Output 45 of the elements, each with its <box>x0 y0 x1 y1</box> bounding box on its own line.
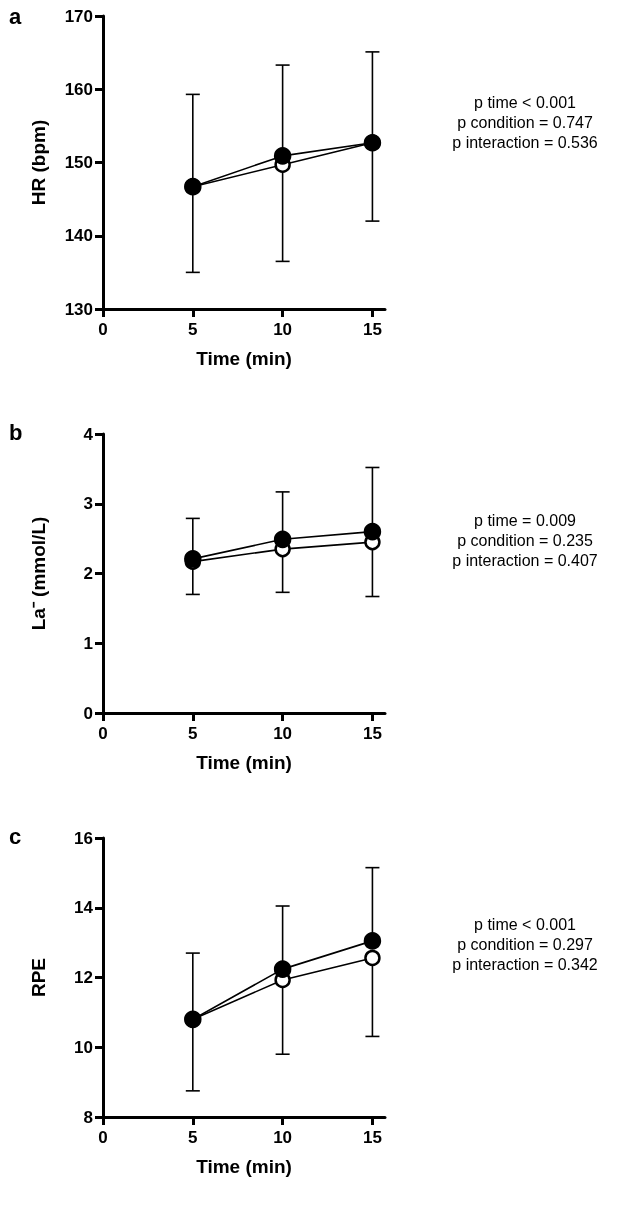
x-tick-label: 15 <box>362 724 382 743</box>
y-tick-label: 2 <box>83 564 93 583</box>
y-tick-label: 160 <box>64 79 93 99</box>
chart-title: c <box>9 823 22 849</box>
text: p interaction = 0.342 <box>452 955 598 973</box>
chart-title: b <box>9 419 23 445</box>
y-tick-label: 4 <box>83 424 94 444</box>
y-tick-label: 170 <box>64 6 93 26</box>
y-tick-label: 140 <box>64 226 93 246</box>
y-tick-label: 10 <box>74 1037 93 1057</box>
text: p condition = 0.235 <box>457 531 593 549</box>
x-tick-label: 5 <box>188 1128 198 1147</box>
text: p interaction = 0.407 <box>452 551 598 569</box>
x-tick-label: 10 <box>273 724 293 743</box>
y-tick-label: 1 <box>83 633 93 653</box>
x-tick-label: 5 <box>188 320 198 339</box>
x-tick-label: 0 <box>98 724 108 743</box>
text: p time < 0.001 <box>474 915 577 933</box>
x-tick-label: 0 <box>98 1128 108 1147</box>
x-tick-label: 10 <box>273 1128 293 1147</box>
text: p interaction = 0.536 <box>452 133 598 151</box>
y-axis-title: RPE <box>28 957 49 998</box>
y-tick-label: 0 <box>83 703 93 723</box>
y-axis-title: La⁻ (mmol/L) <box>28 516 49 631</box>
y-tick-label: 16 <box>74 828 93 848</box>
x-tick-label: 10 <box>273 320 293 339</box>
x-axis-title: Time (min) <box>196 752 292 773</box>
text: p time = 0.009 <box>474 511 577 529</box>
x-tick-label: 5 <box>188 724 198 743</box>
y-tick-label: 3 <box>83 494 93 514</box>
y-tick-label: 130 <box>64 299 93 319</box>
x-axis-title: Time (min) <box>196 1156 292 1177</box>
x-tick-label: 15 <box>362 1128 382 1147</box>
y-tick-label: 12 <box>74 968 93 987</box>
chart-title: a <box>9 3 22 29</box>
text: p condition = 0.297 <box>457 935 593 953</box>
text: p time < 0.001 <box>474 93 577 111</box>
y-tick-label: 8 <box>83 1107 93 1127</box>
text: p condition = 0.747 <box>457 113 593 131</box>
x-tick-label: 15 <box>362 320 382 339</box>
y-tick-label: 150 <box>64 153 93 172</box>
x-axis-title: Time (min) <box>196 348 292 369</box>
y-tick-label: 14 <box>74 898 94 918</box>
y-axis-title: HR (bpm) <box>28 119 49 206</box>
x-tick-label: 0 <box>98 320 108 339</box>
